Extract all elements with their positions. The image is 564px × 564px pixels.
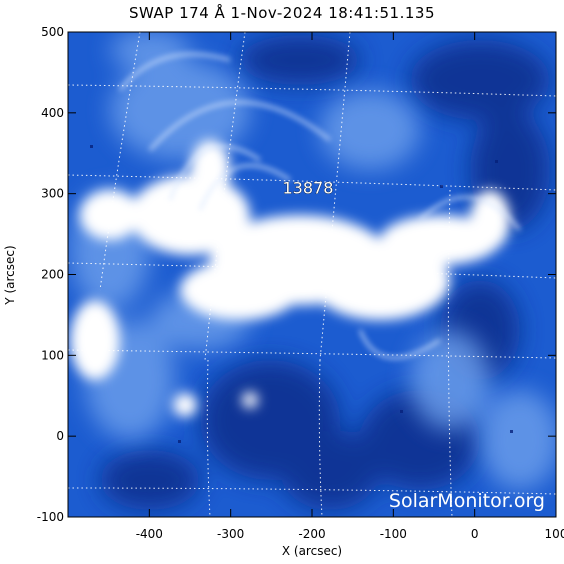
y-tick-label: 500 <box>41 25 64 39</box>
y-tick-label: 300 <box>41 187 64 201</box>
image-title: SWAP 174 Å 1-Nov-2024 18:41:51.135 <box>129 4 435 22</box>
active-region-label: 13878 <box>282 179 333 198</box>
x-tick-label: -300 <box>217 527 244 541</box>
x-axis-label: X (arcsec) <box>282 544 342 558</box>
axis-ticks <box>68 31 557 518</box>
y-tick-label: -100 <box>37 510 64 524</box>
watermark-text: SolarMonitor.org <box>389 490 545 512</box>
y-tick-label: 400 <box>41 106 64 120</box>
x-tick-label: -400 <box>136 527 163 541</box>
y-tick-label: 0 <box>56 429 64 443</box>
x-tick-labels: -400 -300 -200 -100 0 100 <box>136 527 564 541</box>
x-tick-label: -200 <box>298 527 325 541</box>
x-tick-label: -100 <box>380 527 407 541</box>
y-axis-label: Y (arcsec) <box>3 245 17 305</box>
y-tick-labels: 500 400 300 200 100 0 -100 <box>37 25 64 524</box>
x-tick-label: 100 <box>545 527 564 541</box>
y-tick-label: 100 <box>41 348 64 362</box>
y-tick-label: 200 <box>41 268 64 282</box>
solar-euv-image <box>68 32 556 517</box>
x-tick-label: 0 <box>471 527 479 541</box>
